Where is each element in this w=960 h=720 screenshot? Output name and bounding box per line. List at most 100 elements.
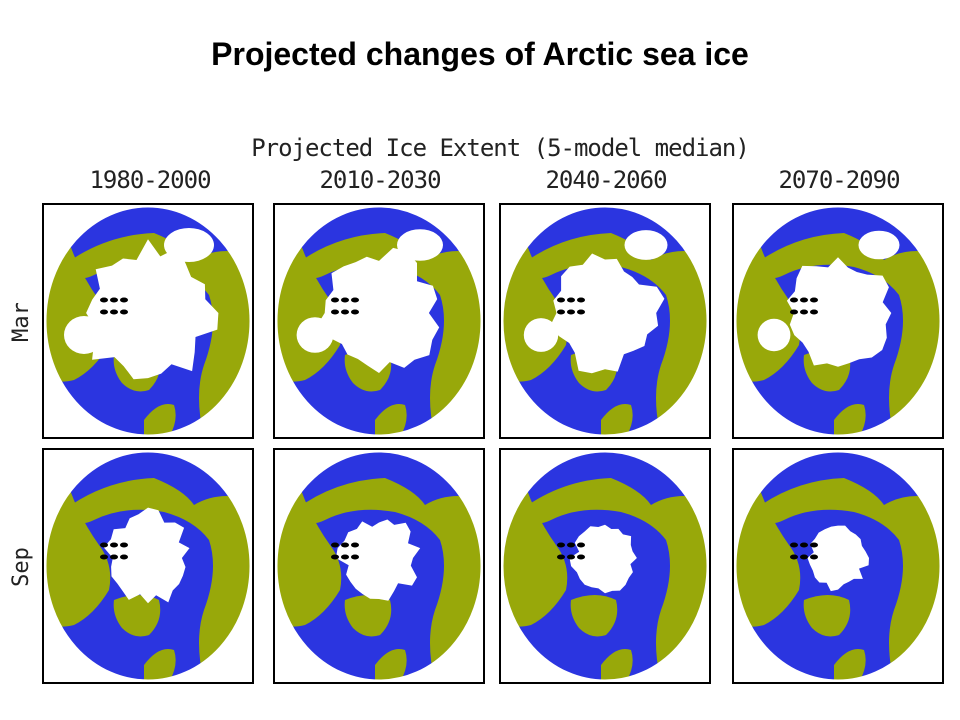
north-america-land: [502, 470, 568, 627]
island-outline: [567, 554, 575, 560]
island-outline: [800, 297, 808, 303]
globe-edge: [734, 450, 942, 682]
globe-edge: [44, 450, 252, 682]
north-america-land: [276, 470, 342, 627]
island-outline: [120, 542, 128, 548]
island-outline: [577, 297, 585, 303]
island-outline: [331, 297, 339, 303]
island-outline: [810, 297, 818, 303]
scandinavia-land: [601, 404, 633, 436]
north-america-land: [45, 470, 111, 627]
island-outline: [341, 554, 349, 560]
map-panel-mar-2040-2060: [499, 203, 711, 439]
sea-ice-area: [757, 318, 791, 352]
arctic-map: [44, 450, 252, 682]
sea-ice-area: [523, 318, 559, 352]
period-label-2: 2010-2030: [319, 166, 441, 194]
island-outline: [351, 554, 359, 560]
island-outline: [800, 542, 808, 548]
period-label-4: 2070-2090: [778, 166, 900, 194]
greenland-land: [570, 595, 618, 637]
map-panel-mar-1980-2000: [42, 203, 254, 439]
greenland-land: [803, 595, 851, 637]
island-outline: [567, 542, 575, 548]
island-outline: [351, 542, 359, 548]
island-outline: [800, 309, 808, 315]
island-outline: [341, 309, 349, 315]
island-outline: [351, 297, 359, 303]
island-outline: [567, 297, 575, 303]
eurasia-land: [295, 233, 482, 436]
globe-edge: [501, 205, 709, 437]
sea-ice-area: [64, 316, 104, 354]
sea-ice-area: [550, 253, 665, 374]
arctic-map: [734, 205, 942, 437]
island-outline: [800, 554, 808, 560]
island-outline: [120, 309, 128, 315]
map-panel-sep-2070-2090: [732, 448, 944, 684]
sea-ice-area: [315, 247, 440, 373]
scandinavia-land: [375, 404, 407, 436]
island-outline: [790, 554, 798, 560]
arctic-map: [275, 450, 483, 682]
row-label-mar: Mar: [9, 302, 34, 342]
map-panel-sep-2010-2030: [273, 448, 485, 684]
eurasia-land: [754, 233, 941, 436]
globe-edge: [275, 450, 483, 682]
island-outline: [100, 554, 108, 560]
sea-ice-area: [786, 257, 892, 367]
globe-edge: [44, 205, 252, 437]
scandinavia-land: [834, 649, 866, 681]
island-outline: [810, 542, 818, 548]
period-label-1: 1980-2000: [89, 166, 211, 194]
page-title: Projected changes of Arctic sea ice: [211, 36, 749, 72]
row-label-sep: Sep: [9, 547, 34, 587]
sea-ice-area: [296, 317, 334, 353]
sea-ice-area: [86, 239, 219, 380]
sea-ice-area: [858, 230, 900, 260]
map-panel-mar-2070-2090: [732, 203, 944, 439]
island-outline: [351, 309, 359, 315]
globe-edge: [734, 205, 942, 437]
island-outline: [100, 542, 108, 548]
sea-ice-area: [397, 229, 443, 261]
globe-edge: [275, 205, 483, 437]
eurasia-land: [295, 478, 482, 681]
arctic-map: [44, 205, 252, 437]
island-outline: [341, 297, 349, 303]
scandinavia-land: [144, 404, 176, 436]
arctic-map: [275, 205, 483, 437]
island-outline: [557, 309, 565, 315]
globe-edge: [501, 450, 709, 682]
north-america-land: [735, 470, 801, 627]
arctic-map: [501, 450, 709, 682]
sea-ice-area: [335, 519, 421, 601]
figure-subtitle: Projected Ice Extent (5-model median): [251, 134, 750, 162]
map-panel-sep-1980-2000: [42, 448, 254, 684]
arctic-map: [501, 205, 709, 437]
island-outline: [557, 297, 565, 303]
island-outline: [790, 542, 798, 548]
eurasia-land: [754, 478, 941, 681]
island-outline: [557, 542, 565, 548]
arctic-map: [734, 450, 942, 682]
eurasia-land: [64, 478, 251, 681]
scandinavia-land: [834, 404, 866, 436]
island-outline: [100, 309, 108, 315]
island-outline: [331, 542, 339, 548]
island-outline: [120, 554, 128, 560]
island-outline: [110, 297, 118, 303]
island-outline: [110, 542, 118, 548]
island-outline: [110, 554, 118, 560]
island-outline: [790, 297, 798, 303]
island-outline: [557, 554, 565, 560]
eurasia-land: [64, 233, 251, 436]
sea-ice-area: [624, 230, 668, 260]
map-panel-mar-2010-2030: [273, 203, 485, 439]
scandinavia-land: [144, 649, 176, 681]
island-outline: [331, 309, 339, 315]
island-outline: [110, 309, 118, 315]
greenland-land: [344, 595, 392, 637]
sea-ice-area: [103, 507, 190, 604]
period-label-3: 2040-2060: [545, 166, 667, 194]
